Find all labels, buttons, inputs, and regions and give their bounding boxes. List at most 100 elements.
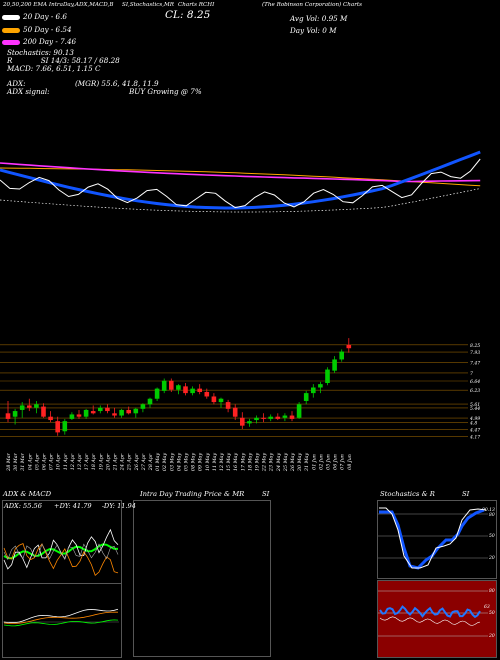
ema20-line (0, 158, 481, 209)
adx-value: ADX: 55.56 (4, 502, 42, 510)
si-readout: R SI 14/3: 58.17 / 68.28 (7, 56, 120, 65)
candle-body (197, 388, 202, 392)
date-label: 26 Apr (134, 453, 140, 471)
candle-body (232, 407, 238, 417)
minus-dy-line (3, 543, 119, 576)
candle-body (98, 407, 103, 412)
candle-body (5, 413, 11, 419)
candle-body (55, 421, 60, 433)
plus-dy-value: +DY: 41.79 (54, 502, 92, 510)
legend-ema50: 50 Day - 6.54 (2, 25, 72, 34)
date-label: 02 May (162, 453, 168, 471)
si-prefix: R (7, 56, 13, 65)
macd-readout: MACD: 7.66, 6.51, 1.15 C (7, 64, 101, 73)
si-tick-80: 80 (489, 589, 495, 594)
day-volume-value: Day Vol: 0 (290, 26, 327, 35)
price-level-label: 8.25 (470, 343, 480, 349)
stoch-panel-si: SI (462, 490, 470, 498)
date-label: 28 Mar (6, 452, 12, 471)
stoch-value-label: 90.13 (482, 508, 495, 513)
date-label: 27 Apr (141, 453, 147, 471)
adx-panel-title: ADX & MACD (3, 490, 52, 498)
date-label: 23 May (269, 453, 275, 472)
blue-trend-line (0, 150, 481, 210)
date-label: 21 Apr (113, 453, 119, 471)
candle-body (318, 384, 323, 388)
si-tick-20: 20 (489, 634, 495, 639)
date-label: 04 Apr (27, 453, 33, 470)
price-level-label: 6.23 (470, 388, 480, 394)
date-label: 08 Jun (347, 454, 353, 470)
candle-body (211, 396, 217, 403)
date-label: 31 May (304, 453, 310, 471)
stoch-tick-80: 80 (489, 513, 495, 518)
si-tick-50: 50 (489, 611, 495, 616)
date-label: 24 Apr (120, 453, 126, 471)
candle-body (41, 406, 46, 417)
candle-body (183, 386, 188, 394)
candle-body (261, 417, 266, 419)
macd-histogram-line (3, 619, 119, 627)
date-label: 05 Jun (326, 454, 332, 470)
candle-body (346, 344, 352, 349)
stoch-tick-20: 20 (489, 556, 495, 561)
stochastics-k-line (379, 508, 485, 570)
price-level-label: 4.47 (469, 428, 480, 434)
price-level-label: 6.64 (470, 379, 480, 385)
date-label: 05 May (184, 453, 190, 471)
date-label: 19 Apr (98, 453, 104, 470)
candle-body (126, 409, 131, 414)
candle-body (275, 416, 281, 419)
date-label: 01 Jun (311, 454, 317, 470)
company-label: (The Robinson Corporation) Charts (262, 2, 363, 8)
candle-body (268, 416, 273, 419)
date-label: 01 May (155, 453, 161, 471)
candle-body (311, 387, 316, 394)
candle-body (339, 351, 344, 360)
candle-body (27, 405, 32, 408)
candle-body (282, 415, 288, 418)
avg-volume-unit: M (340, 14, 348, 23)
studies-label: 20,50,200 EMA IntraDay,ADX,MACD,B (3, 2, 114, 8)
si-label: SI,Stochastics,MR (122, 2, 174, 8)
candle-body (62, 421, 68, 432)
candle-body (218, 398, 224, 403)
date-label: 19 May (255, 453, 261, 471)
candle-body (119, 409, 124, 416)
candle-body (34, 404, 39, 408)
stochastics-d-line (379, 507, 487, 569)
close-price: CL: 8.25 (165, 9, 211, 21)
si-value-label: 63 (484, 605, 490, 610)
minus-dy-value: -DY: 11.94 (101, 502, 136, 510)
candle-body (133, 408, 139, 414)
date-label: 13 Apr (77, 453, 83, 470)
date-label: 09 May (198, 453, 204, 471)
candle-body (90, 411, 96, 414)
si-signal-line (379, 616, 481, 626)
legend-label-ema200: 200 Day - 7.46 (23, 37, 77, 46)
date-label: 20 Apr (105, 453, 111, 471)
date-label: 11 May (212, 453, 218, 471)
macd-signal-line (3, 611, 119, 624)
candle-body (105, 407, 110, 412)
adx-values: (MGR) 55.6, 41.8, 11.9 (75, 79, 159, 88)
intraday-panel-si: SI (262, 490, 270, 498)
candle-body (254, 417, 259, 421)
candle-body (154, 388, 160, 399)
day-volume: Day Vol: 0 M (290, 26, 337, 35)
legend-ema200: 200 Day - 7.46 (2, 37, 76, 46)
candle-body (240, 417, 245, 426)
date-label: 17 May (240, 453, 246, 471)
adx-label: ADX: (7, 79, 26, 88)
date-label: 02 Jun (318, 454, 324, 470)
price-level-label: 4.8 (469, 420, 477, 426)
date-label: 06 Apr (42, 453, 48, 470)
price-level-label: 7.93 (470, 350, 480, 356)
date-label: 12 May (219, 453, 225, 471)
plus-dy-line (3, 528, 119, 570)
legend-label-ema50: 50 Day - 6.54 (23, 25, 72, 34)
date-label: 26 May (290, 453, 296, 472)
price-level-label: 5.44 (470, 406, 480, 412)
legend-swatch-ema200 (2, 39, 20, 45)
